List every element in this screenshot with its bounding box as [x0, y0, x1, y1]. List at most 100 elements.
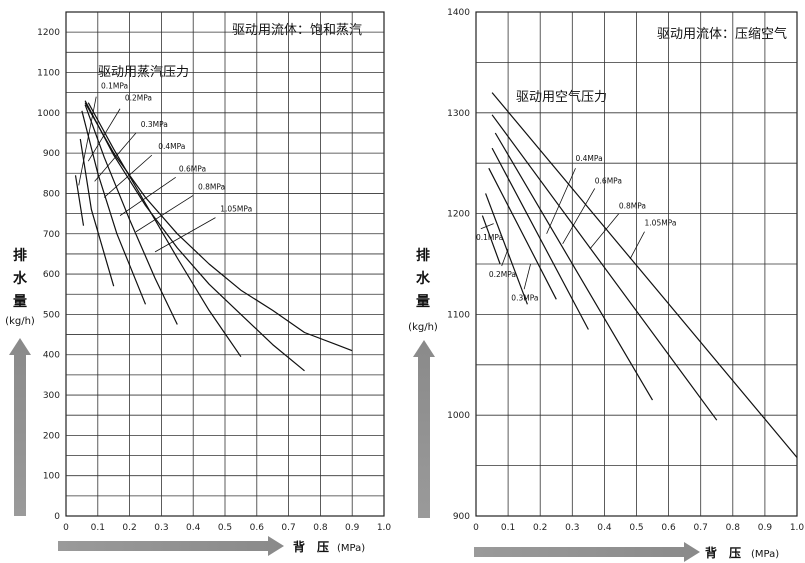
chart-1-ytick-label: 600 [43, 270, 60, 280]
chart-1-leader-0.4MPa [103, 154, 153, 198]
chart-1-xtick-label: 0.1 [91, 523, 105, 533]
chart-2-xtick-label: 0.9 [758, 523, 773, 533]
chart-1-xtick-label: 1.0 [377, 523, 392, 533]
chart-2-series-0.2MPa [485, 193, 528, 305]
chart-1-ytick-label: 0 [54, 512, 60, 522]
chart-1-series-label: 1.05MPa [220, 205, 252, 214]
chart-2-xtick-label: 1.0 [790, 523, 805, 533]
chart-2-series-0.3MPa [488, 167, 557, 300]
chart-2-leader-1.05MPa [629, 231, 645, 260]
plot-layer: 0 0.1 0.2 0.3 0.4 0.5 0.6 0.7 0.8 0.9 1.0 0 100 200 30… [37, 8, 804, 533]
chart-1-title: 驱动用流体：饱和蒸汽 [232, 23, 362, 38]
chart-2-series-label: 0.4MPa [576, 154, 603, 163]
chart-1-xtick-label: 0.6 [250, 523, 265, 533]
chart-1-ytick-label: 400 [43, 351, 60, 361]
chart-2-xtick-label: 0.1 [501, 523, 515, 533]
chart-2-ytick-label: 1200 [447, 210, 470, 220]
chart-2-xtick-label: 0 [473, 523, 479, 533]
chart-1-xunit: (MPa) [337, 543, 365, 554]
chart-2-xtick-label: 0.2 [533, 523, 547, 533]
chart-2-yunit: (kg/h) [408, 322, 438, 333]
chart-2-leader-0.3MPa [523, 263, 531, 290]
chart-1-xtick-label: 0.4 [186, 523, 201, 533]
chart-2-ytick-label: 1000 [447, 411, 470, 421]
chart-1-series-0.8MPa [84, 100, 305, 372]
chart-2-series-label: 0.1MPa [476, 233, 503, 242]
chart-2-ytick-label: 1400 [447, 8, 470, 18]
chart-1-ytick-label: 900 [43, 149, 60, 159]
chart-1-ytick-label: 500 [43, 310, 60, 320]
chart-1-ytick-label: 300 [43, 391, 60, 401]
chart-2-xtick-label: 0.6 [661, 523, 676, 533]
chart-1-series-0.1MPa [74, 175, 85, 226]
chart-2-xtick-label: 0.5 [629, 523, 643, 533]
chart-1-xtick-label: 0.9 [345, 523, 360, 533]
chart-1-leader-0.2MPa [87, 108, 121, 162]
chart-2-x-arrow [474, 542, 700, 562]
chart-1-ytick-label: 1200 [37, 28, 60, 38]
chart-2-ytick-label: 1300 [447, 109, 470, 119]
chart-2-series-label: 0.8MPa [619, 202, 646, 211]
chart-2-leader-0.8MPa [589, 213, 620, 250]
chart-2-leader-0.2MPa [501, 248, 509, 267]
chart-2-series-label: 1.05MPa [645, 219, 677, 228]
chart-1-ytick-label: 100 [43, 472, 60, 482]
chart-1-series-0.6MPa [87, 102, 242, 358]
chart-1-series-1.05MPa [84, 102, 353, 352]
chart-1-series-label: 0.8MPa [198, 182, 225, 191]
chart-1-series-label: 0.3MPa [141, 120, 168, 129]
chart-1-leader-1.05MPa [154, 217, 216, 253]
chart-1-xtick-label: 0.7 [281, 523, 295, 533]
chart-2-xunit: (MPa) [751, 549, 779, 560]
chart-2-xtick-label: 0.7 [694, 523, 708, 533]
chart-1-xlabel: 背 压 [293, 539, 329, 554]
chart-2-series-label: 0.2MPa [489, 270, 516, 279]
chart-2-series-label: 0.6MPa [595, 176, 622, 185]
chart-1-plot: 0 0.1 0.2 0.3 0.4 0.5 0.6 0.7 0.8 0.9 1.0 0 100 200 30… [37, 11, 392, 533]
chart-2-series-1.05MPa [491, 92, 798, 458]
chart-1-series-0.3MPa [81, 110, 147, 305]
chart-1-series-label: 0.1MPa [101, 82, 128, 91]
chart-1-ytick-label: 800 [43, 189, 60, 199]
chart-1-x-arrow [58, 536, 284, 556]
chart-2-leader-0.4MPa [546, 168, 576, 234]
chart-2-leader-0.6MPa [562, 188, 596, 245]
chart-2-ylabel-3: 量 [416, 294, 430, 310]
chart-2-ytick-label: 1100 [447, 310, 470, 320]
chart-1-yunit: (kg/h) [5, 316, 35, 327]
chart-2-series-0.8MPa [491, 114, 718, 421]
chart-1-leader-0.6MPa [119, 176, 176, 216]
chart-2-xtick-label: 0.4 [597, 523, 612, 533]
chart-1-xtick-label: 0.3 [154, 523, 168, 533]
chart-1-series-0.2MPa [79, 138, 115, 287]
chart-1-y-arrow [9, 338, 31, 516]
chart-2-series-0.6MPa [494, 132, 654, 401]
chart-1-xtick-label: 0.5 [218, 523, 232, 533]
chart-1-xtick-label: 0 [63, 523, 69, 533]
chart-2-ytick-label: 900 [453, 512, 470, 522]
chart-1-ytick-label: 200 [43, 431, 60, 441]
chart-2-leader-0.1MPa [480, 223, 494, 230]
chart-1-ytick-label: 1000 [37, 109, 60, 119]
chart-1-ylabel-2: 水 [13, 270, 28, 287]
chart-1-leader-0.8MPa [135, 195, 194, 233]
chart-2-xlabel: 背 压 [705, 545, 741, 560]
chart-2-subtitle: 驱动用空气压力 [516, 89, 607, 105]
chart-1-xtick-label: 0.8 [313, 523, 328, 533]
chart-1-ylabel-1: 排 [13, 247, 27, 264]
chart-2-title: 驱动用流体：压缩空气 [657, 26, 787, 42]
chart-1-series-label: 0.2MPa [125, 94, 152, 103]
chart-2-xtick-label: 0.8 [726, 523, 741, 533]
chart-2-ylabel-2: 水 [416, 270, 431, 287]
chart-2-ylabel-1: 排 [416, 247, 430, 264]
chart-2-y-arrow [413, 340, 435, 518]
chart-1-series-label: 0.6MPa [179, 164, 206, 173]
chart-1-series-label: 0.4MPa [158, 142, 185, 151]
chart-1-series-0.4MPa [84, 104, 178, 325]
chart-1-xtick-label: 0.2 [122, 523, 136, 533]
chart-2-series-label: 0.3MPa [511, 293, 538, 302]
chart-2-plot: 0 0.1 0.2 0.3 0.4 0.5 0.6 0.7 0.8 0.9 1.0 900 1000 11… [447, 8, 804, 533]
chart-1-ytick-label: 700 [43, 230, 60, 240]
chart-2-series-0.1MPa [481, 215, 501, 265]
